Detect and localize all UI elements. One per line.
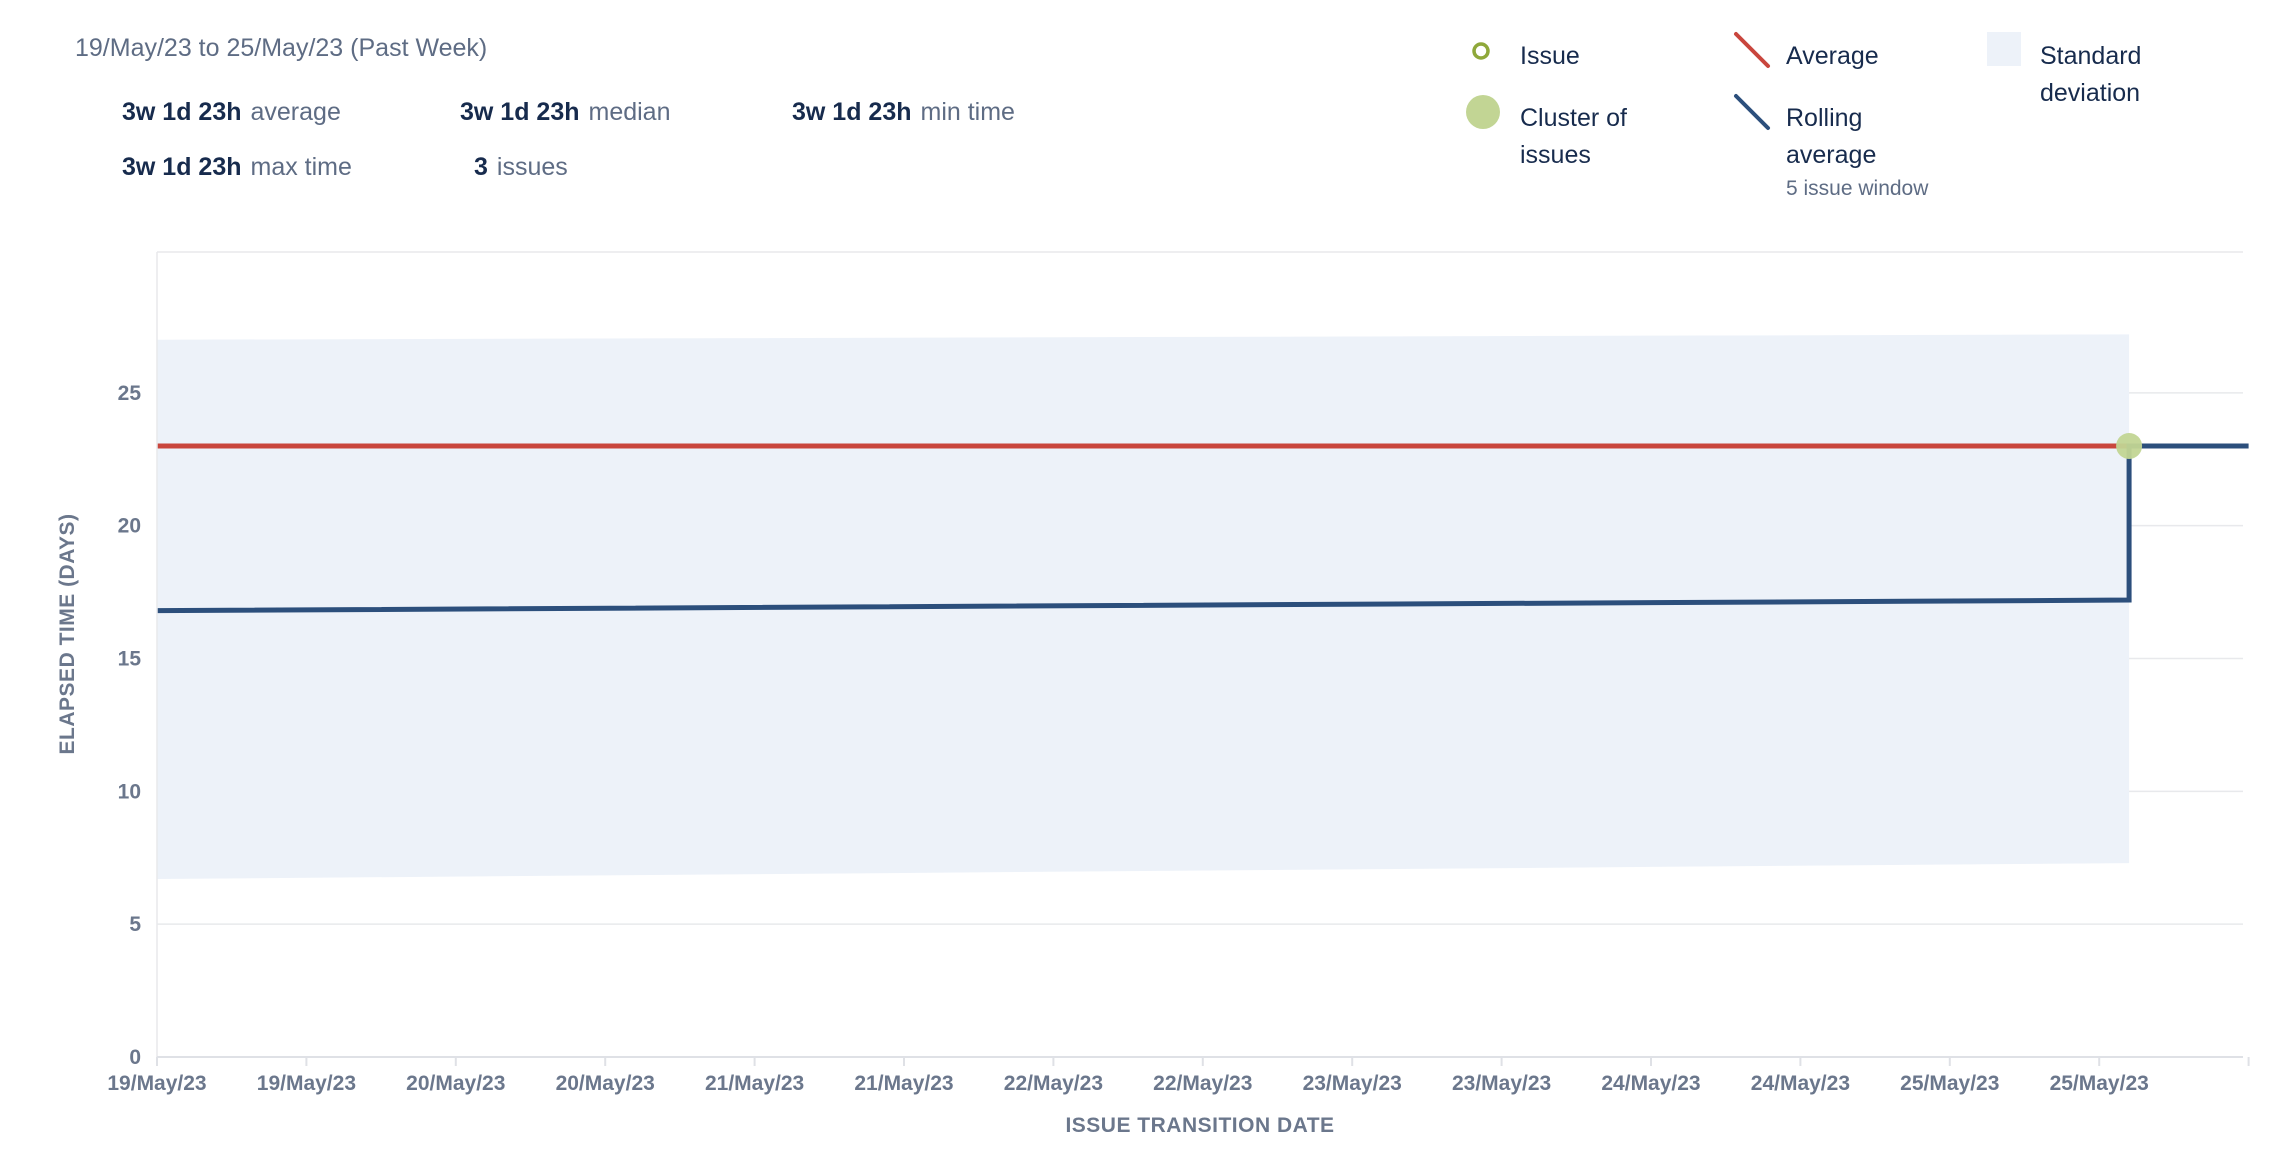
stat-average: 3w 1d 23h average <box>122 98 341 127</box>
legend-rolling-label: Rolling average <box>1786 104 1877 169</box>
x-tick-label: 25/May/23 <box>2050 1072 2149 1095</box>
stat-value: 3w 1d 23h <box>122 153 242 181</box>
issue-marker-icon <box>1472 42 1490 60</box>
x-tick-label: 19/May/23 <box>257 1072 356 1095</box>
legend-cluster-label: Cluster of issues <box>1520 104 1627 169</box>
y-tick-label: 10 <box>118 780 141 803</box>
cluster-point <box>2116 432 2143 459</box>
x-tick-label: 25/May/23 <box>1900 1072 1999 1095</box>
y-tick-label: 15 <box>118 648 142 671</box>
stat-label: min time <box>920 98 1015 126</box>
x-tick-label: 20/May/23 <box>406 1072 505 1095</box>
date-range: 19/May/23 to 25/May/23 (Past Week) <box>75 34 488 62</box>
stat-value: 3w 1d 23h <box>792 98 912 126</box>
x-tick-label: 23/May/23 <box>1452 1072 1551 1095</box>
stat-median: 3w 1d 23h median <box>460 98 671 127</box>
stat-label: issues <box>496 153 568 181</box>
control-chart: 0 5 10 15 20 25 19/May/23 19/May/23 20/May/23 20/… <box>56 251 2250 1137</box>
x-tick-label: 20/May/23 <box>556 1072 655 1095</box>
x-tick-label: 23/May/23 <box>1303 1072 1402 1095</box>
y-tick-label: 0 <box>129 1046 141 1069</box>
y-tick-label: 5 <box>129 913 141 936</box>
x-axis-title: ISSUE TRANSITION DATE <box>1065 1114 1334 1137</box>
legend-rolling-sub: 5 issue window <box>1786 177 1929 200</box>
lines-layer <box>156 443 2249 614</box>
legend-std-label: Standard deviation <box>2040 42 2142 107</box>
y-axis-title: ELAPSED TIME (DAYS) <box>56 514 79 755</box>
x-tick-label: 22/May/23 <box>1153 1072 1252 1095</box>
axes: 0 5 10 15 20 25 19/May/23 19/May/23 20/May/23 20/… <box>107 252 2250 1095</box>
x-tick-label: 24/May/23 <box>1751 1072 1850 1095</box>
legend-issue-label: Issue <box>1520 42 1580 70</box>
x-tick-label: 19/May/23 <box>107 1072 206 1095</box>
cluster-marker-icon <box>1466 95 1500 129</box>
rolling-average-line <box>156 443 2249 614</box>
y-tick-label: 25 <box>118 382 142 405</box>
points-layer <box>2116 432 2143 459</box>
stat-value: 3w 1d 23h <box>460 98 580 126</box>
stat-min-time: 3w 1d 23h min time <box>792 98 1015 127</box>
x-tick-label: 21/May/23 <box>854 1072 953 1095</box>
stat-label: median <box>588 98 671 126</box>
stat-value: 3w 1d 23h <box>122 98 242 126</box>
stat-max-time: 3w 1d 23h max time <box>122 153 352 182</box>
x-tick-label: 24/May/23 <box>1601 1072 1700 1095</box>
chart-header: 19/May/23 to 25/May/23 (Past Week) 3w 1d… <box>0 0 2276 230</box>
stat-issues: 3 issues <box>474 153 568 182</box>
average-line-icon <box>1734 32 1770 68</box>
y-tick-label: 20 <box>118 515 141 538</box>
legend-rolling-block: Rolling average 5 issue window <box>1786 100 1929 204</box>
stat-label: average <box>250 98 341 126</box>
stat-value: 3 <box>474 153 488 181</box>
x-tick-label: 22/May/23 <box>1004 1072 1103 1095</box>
x-tick-label: 21/May/23 <box>705 1072 804 1095</box>
standard-deviation-swatch-icon <box>1987 32 2021 66</box>
stat-label: max time <box>250 153 352 181</box>
rolling-average-line-icon <box>1734 94 1770 130</box>
legend-average-label: Average <box>1786 42 1879 70</box>
